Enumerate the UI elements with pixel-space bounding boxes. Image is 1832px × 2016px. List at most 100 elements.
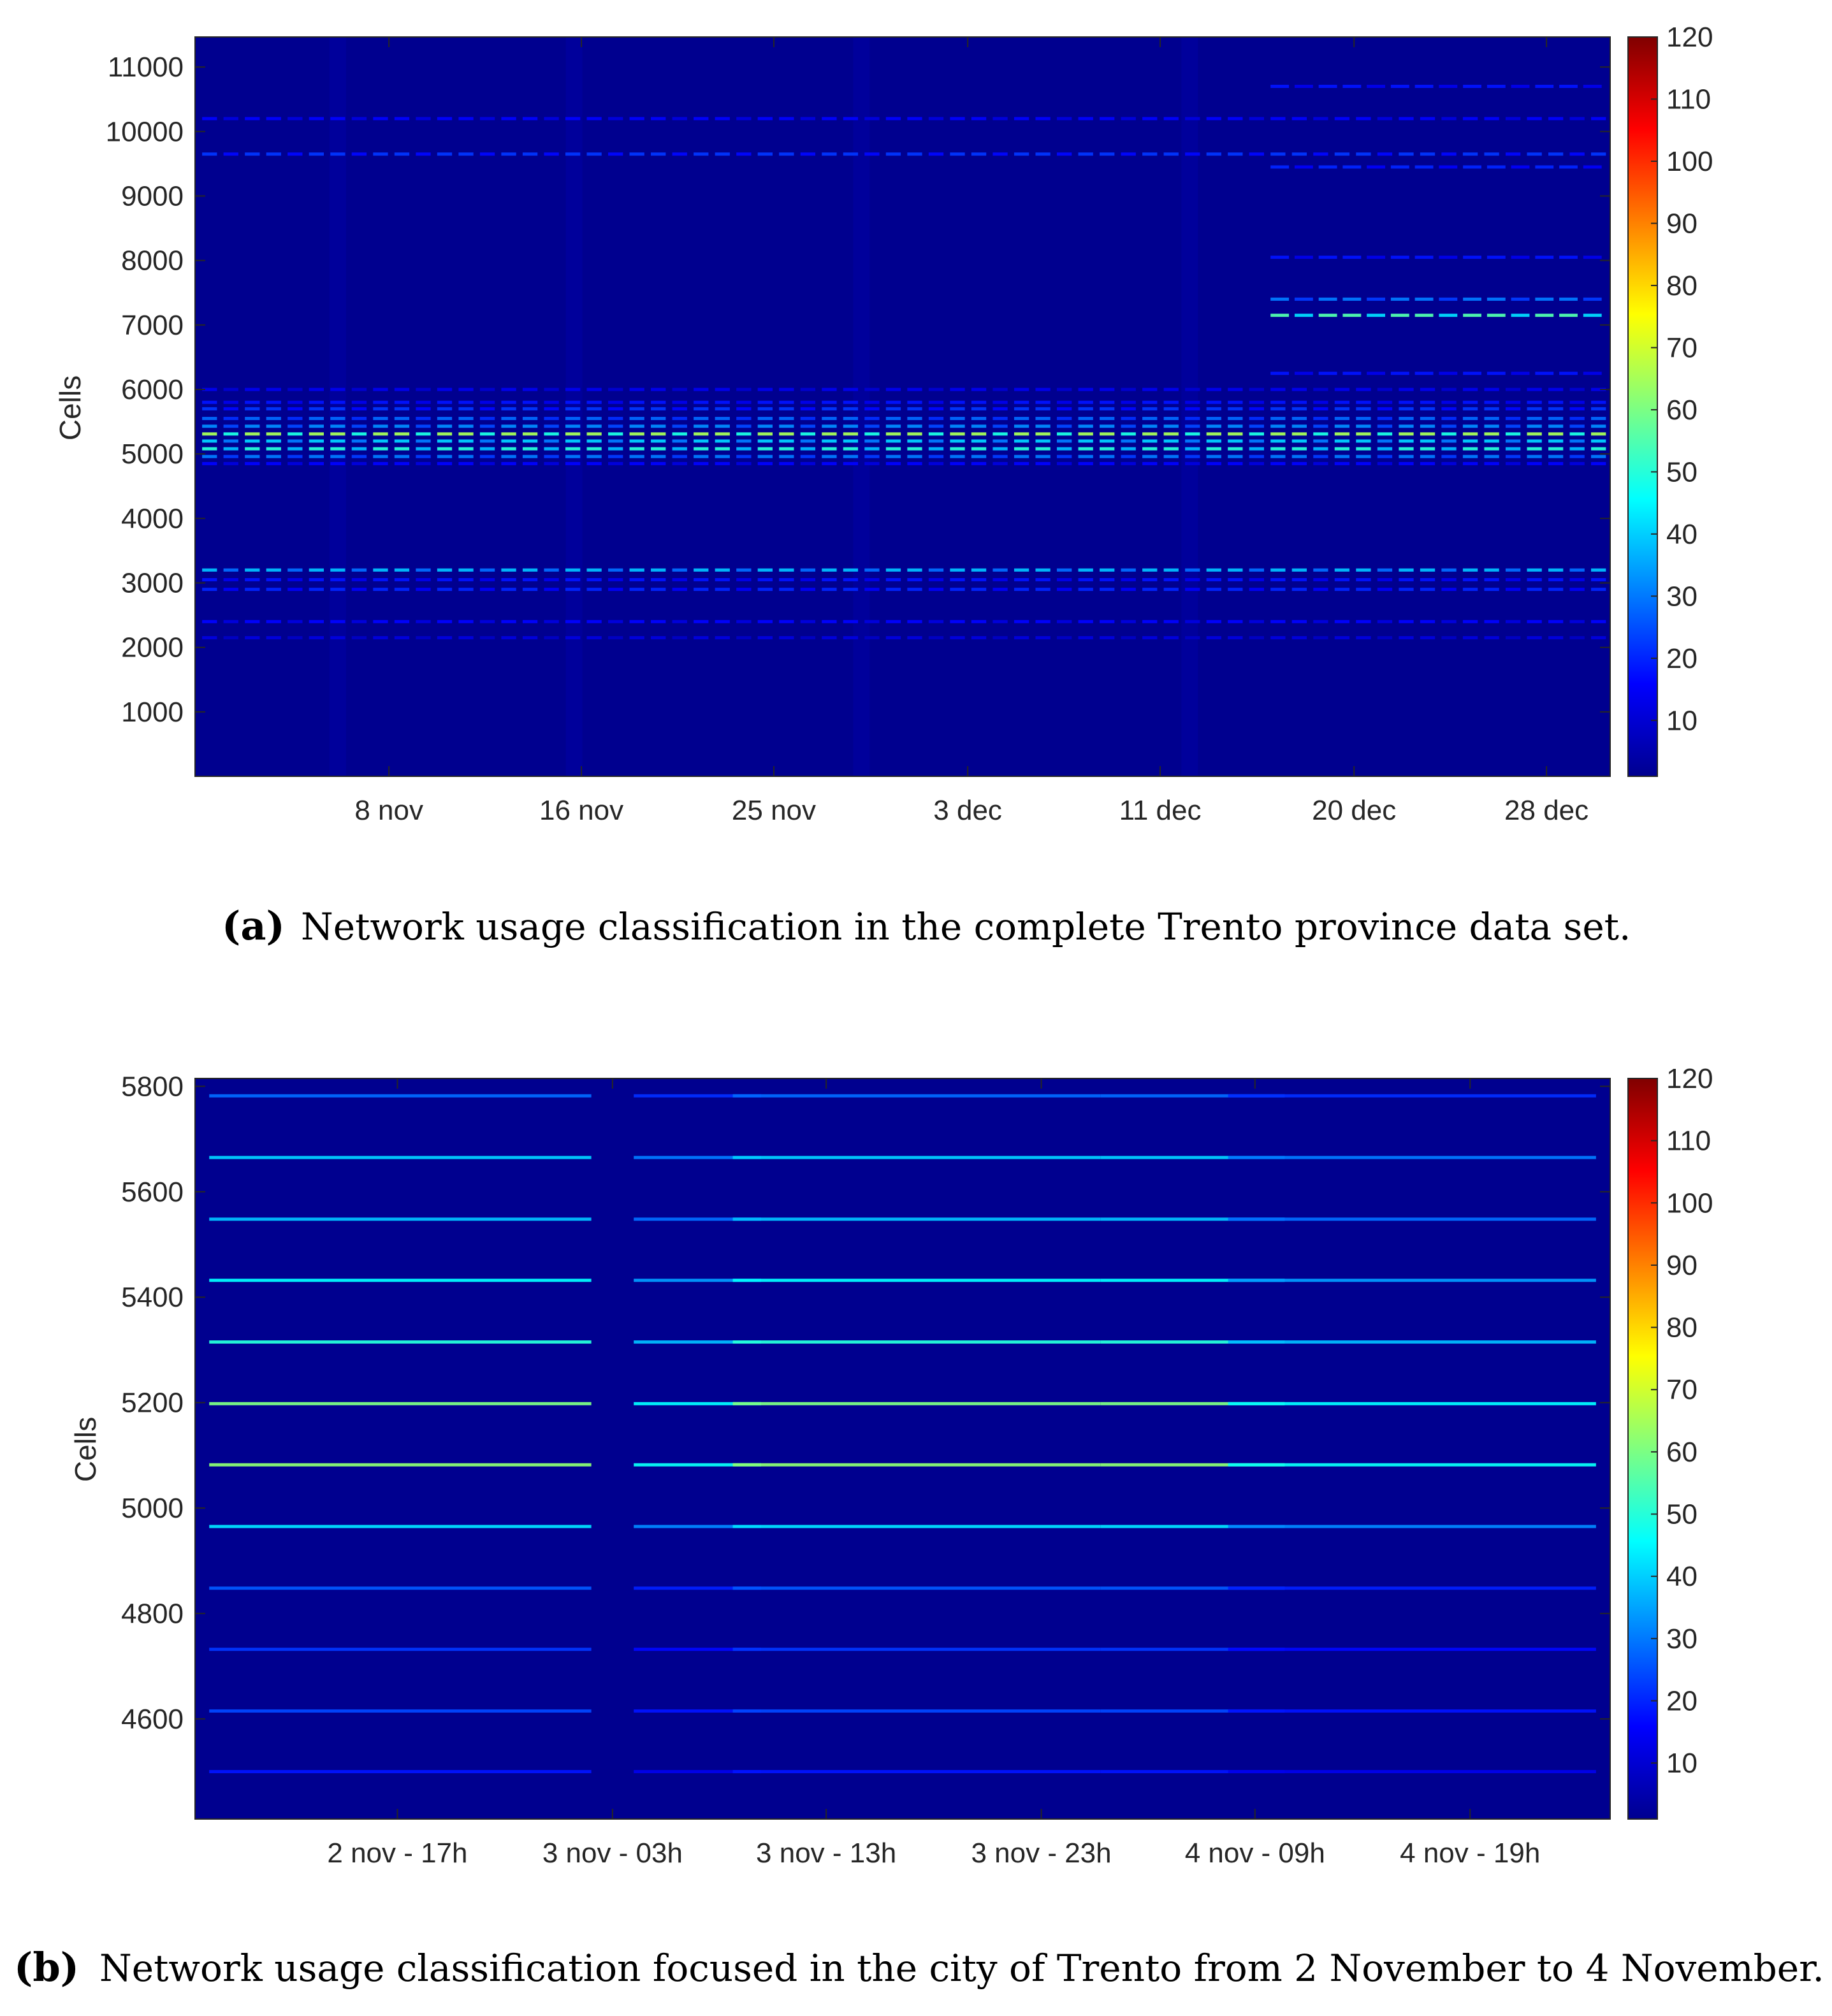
a-band-segment [266, 636, 281, 640]
a-band-segment [1527, 388, 1542, 391]
a-band-segment [1505, 461, 1521, 465]
b-band-segment [634, 1402, 761, 1405]
a-band-segment [1462, 407, 1478, 410]
a-band-segment [458, 117, 474, 120]
a-band-segment [309, 578, 324, 582]
a-band-segment [992, 620, 1008, 623]
a-band-segment [266, 152, 281, 156]
a-band-segment [1548, 588, 1564, 591]
a-band-segment [351, 117, 367, 120]
b-band-segment [634, 1709, 761, 1713]
a-band-segment [629, 407, 644, 410]
a-band-segment [1313, 620, 1328, 623]
a-band-segment [351, 568, 367, 572]
a-band-segment [1228, 388, 1243, 391]
a-band-segment [1441, 636, 1457, 640]
a-band-segment [1420, 152, 1436, 156]
a-band-segment [1569, 588, 1585, 591]
a-band-segment [885, 578, 901, 582]
a-band-segment [351, 400, 367, 404]
a-band-segment [1569, 454, 1585, 458]
a-band-segment [950, 578, 965, 582]
b-band-segment [732, 1094, 1101, 1098]
a-band-segment [757, 578, 773, 582]
a-band-segment [586, 568, 602, 572]
a-band-segment [266, 568, 281, 572]
a-band-segment [416, 152, 431, 156]
a-band-segment [1142, 407, 1158, 410]
a-band-segment [1511, 165, 1530, 169]
a-band-segment [330, 407, 345, 410]
a-band-segment [1583, 165, 1602, 169]
a-band-segment [1078, 636, 1093, 640]
a-band-segment [1441, 578, 1457, 582]
a-band-segment [586, 117, 602, 120]
a-band-segment [971, 400, 987, 404]
a-band-segment [1548, 432, 1564, 436]
a-band-segment [694, 432, 709, 436]
a-band-segment [586, 152, 602, 156]
a-band-segment [565, 568, 581, 572]
a-band-segment [1035, 568, 1050, 572]
a-band-segment [1121, 432, 1136, 436]
a-band-segment [1185, 407, 1200, 410]
a-band-segment [458, 636, 474, 640]
a-band-segment [394, 424, 410, 428]
a-band-segment [715, 432, 730, 436]
a-band-segment [1185, 578, 1200, 582]
a-band-segment [1591, 417, 1606, 421]
a-band-segment [1318, 165, 1337, 169]
a-band-segment [800, 620, 816, 623]
a-colorbar-tick-label: 20 [1666, 643, 1698, 674]
a-band-segment [907, 432, 922, 436]
a-band-segment [1291, 447, 1307, 451]
b-band-segment [209, 1217, 592, 1221]
a-band-segment [287, 620, 303, 623]
a-band-segment [479, 417, 495, 421]
a-band-segment [715, 447, 730, 451]
a-band-segment [757, 588, 773, 591]
a-band-segment [1185, 152, 1200, 156]
a-band-segment [266, 578, 281, 582]
a-band-segment [885, 447, 901, 451]
a-band-segment [1318, 314, 1337, 317]
a-band-segment [1228, 417, 1243, 421]
a-band-segment [1569, 620, 1585, 623]
a-x-tick-label: 28 dec [1504, 795, 1588, 826]
a-band-segment [565, 424, 581, 428]
a-band-segment [1249, 454, 1264, 458]
a-band-segment [1399, 417, 1414, 421]
a-y-tick-label: 6000 [121, 374, 184, 405]
a-band-segment [266, 588, 281, 591]
a-band-segment [992, 152, 1008, 156]
a-band-segment [1527, 152, 1542, 156]
a-band-segment [1014, 588, 1029, 591]
a-band-segment [1035, 117, 1050, 120]
a-band-segment [1399, 152, 1414, 156]
a-band-segment [309, 152, 324, 156]
a-band-segment [351, 447, 367, 451]
b-x-tick-label: 3 nov - 03h [542, 1838, 683, 1869]
a-band-segment [1527, 461, 1542, 465]
a-band-segment [1583, 85, 1602, 89]
a-band-segment [1377, 400, 1393, 404]
a-band-segment [479, 424, 495, 428]
a-band-segment [1484, 454, 1499, 458]
a-colorbar-tick-label: 80 [1666, 270, 1698, 301]
a-band-segment [1206, 152, 1221, 156]
a-band-segment [1583, 372, 1602, 375]
a-band-segment [757, 636, 773, 640]
heatmap-b-frame [194, 1078, 1611, 1820]
a-band-segment [757, 388, 773, 391]
a-band-segment [1249, 152, 1264, 156]
a-band-segment [1014, 400, 1029, 404]
a-band-segment [907, 454, 922, 458]
a-band-segment [822, 407, 837, 410]
a-band-segment [1334, 578, 1350, 582]
a-band-segment [950, 588, 965, 591]
a-band-segment [1334, 152, 1350, 156]
heatmap-b-y-ticks: 4600 4800 5000 5200 5400 5600 5800 [121, 1071, 1610, 1735]
a-band-segment [479, 620, 495, 623]
a-band-segment [1270, 256, 1290, 259]
a-band-segment [1291, 432, 1307, 436]
